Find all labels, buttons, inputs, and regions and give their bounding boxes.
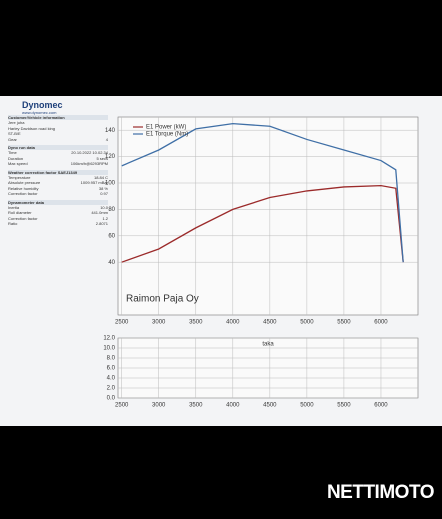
y-tick-label: 4.0 [107, 376, 116, 382]
info-row: Absolute pressure 1009.957 mBar [8, 180, 108, 186]
x-tick-label: 5000 [300, 403, 314, 409]
info-row: Jere juha [8, 120, 108, 126]
info-cell: 1.2 [102, 215, 108, 221]
x-tick-label: 6000 [374, 403, 388, 409]
x-tick-label: 5500 [337, 320, 351, 326]
y-tick-label: 80 [108, 207, 115, 213]
info-row: Inertia 10.0 [8, 205, 108, 211]
info-panel: Customer/Vehicle information Jere juha Har… [8, 112, 108, 227]
section-title: Dynamometer data [8, 199, 108, 205]
y-tick-label: 12.0 [103, 336, 115, 342]
info-row: Duration 5 secs [8, 156, 108, 162]
info-cell: Absolute pressure [8, 180, 41, 185]
info-row: Max speed 106km/h@6293RPM [8, 161, 108, 167]
info-cell: 4 [105, 136, 108, 142]
info-cell: Gear [8, 136, 17, 142]
section-title: Weather correction factor SAEJ1349 [8, 169, 108, 175]
line-series [121, 122, 404, 263]
section-title: Customer/Vehicle information [8, 115, 108, 120]
info-cell: 106km/h@6293RPM [70, 161, 108, 166]
info-row: Correction factor 1.2 [8, 216, 108, 222]
logo: Dynomec www.dynomec.com [22, 100, 63, 115]
watermark: NETTIMOTO [326, 482, 435, 503]
info-cell: 20.10.2022 10.02.34 [71, 150, 108, 155]
y-tick-label: 0.0 [107, 396, 116, 402]
info-row: Time 20.10.2022 10.02.34 [8, 150, 108, 156]
y-tick-label: 10.0 [103, 346, 115, 352]
legend-label: E1 Torque (Nm) [146, 132, 188, 138]
y-tick-label: 40 [108, 260, 115, 266]
info-cell: Correction factor [8, 191, 38, 196]
info-cell: 18.84 C [93, 174, 108, 180]
info-cell: ST-B/E [8, 131, 21, 136]
x-tick-label: 4500 [263, 403, 277, 409]
x-tick-label: 3500 [189, 403, 203, 409]
info-cell: Correction factor [8, 215, 38, 221]
y-tick-label: 2.0 [107, 386, 116, 392]
y-tick-label: 120 [105, 154, 116, 160]
info-cell: Ratio [8, 221, 18, 226]
info-cell: 5 secs [96, 155, 108, 161]
info-cell: 38 % [98, 185, 108, 191]
x-tick-label: 5500 [337, 403, 351, 409]
info-cell: 2.8071 [95, 221, 108, 226]
info-cell: 10.0 [100, 204, 108, 210]
info-cell: Roll diameter [8, 210, 32, 215]
y-tick-label: 60 [108, 233, 115, 239]
info-cell: Duration [8, 155, 24, 161]
info-row: Ratio 2.8071 [8, 221, 108, 227]
line-series [121, 184, 404, 263]
x-tick-label: 4500 [263, 320, 277, 326]
y-tick-label: 100 [105, 181, 116, 187]
y-tick-label: 8.0 [107, 356, 116, 362]
x-tick-label: 6000 [374, 320, 388, 326]
info-row: ST-B/E [8, 131, 108, 137]
x-tick-label: 2500 [115, 403, 129, 409]
info-cell: 441.0mm [91, 210, 108, 215]
section-title: Dyno run data [8, 145, 108, 150]
legend-label: E1 Power (kW) [146, 125, 186, 131]
url: www.dynomec.com [22, 110, 57, 115]
info-row: Harley Davidson road king [8, 126, 108, 132]
info-cell: 0.97 [100, 191, 108, 196]
info-row: Gear 4 [8, 137, 108, 143]
brand: Dynomec [22, 100, 63, 110]
y-tick-label: 6.0 [107, 366, 116, 372]
x-tick-label: 3500 [189, 320, 203, 326]
x-tick-label: 4000 [226, 320, 240, 326]
x-tick-label: 2500 [115, 320, 129, 326]
info-cell: Jere juha [8, 120, 25, 125]
annotation: Raimon Paja Oy [126, 294, 199, 305]
plot-area [117, 116, 419, 316]
info-row: Relative humidity 38 % [8, 186, 108, 192]
info-row: Temperature 18.84 C [8, 175, 108, 181]
info-cell: Temperature [8, 174, 31, 180]
y-tick-label: 140 [105, 128, 116, 134]
info-cell: Max speed [8, 161, 28, 166]
x-tick-label: 5000 [300, 320, 314, 326]
info-cell: Harley Davidson road king [8, 125, 55, 131]
info-row: Roll diameter 441.0mm [8, 210, 108, 216]
info-cell: Relative humidity [8, 185, 39, 191]
info-cell: Inertia [8, 204, 20, 210]
chart-title: taka [262, 342, 274, 348]
info-cell: Time [8, 150, 17, 155]
x-tick-label: 4000 [226, 403, 240, 409]
info-cell: 1009.957 mBar [80, 180, 108, 185]
info-row: Correction factor 0.97 [8, 191, 108, 197]
x-tick-label: 3000 [152, 403, 166, 409]
x-tick-label: 3000 [152, 320, 166, 326]
